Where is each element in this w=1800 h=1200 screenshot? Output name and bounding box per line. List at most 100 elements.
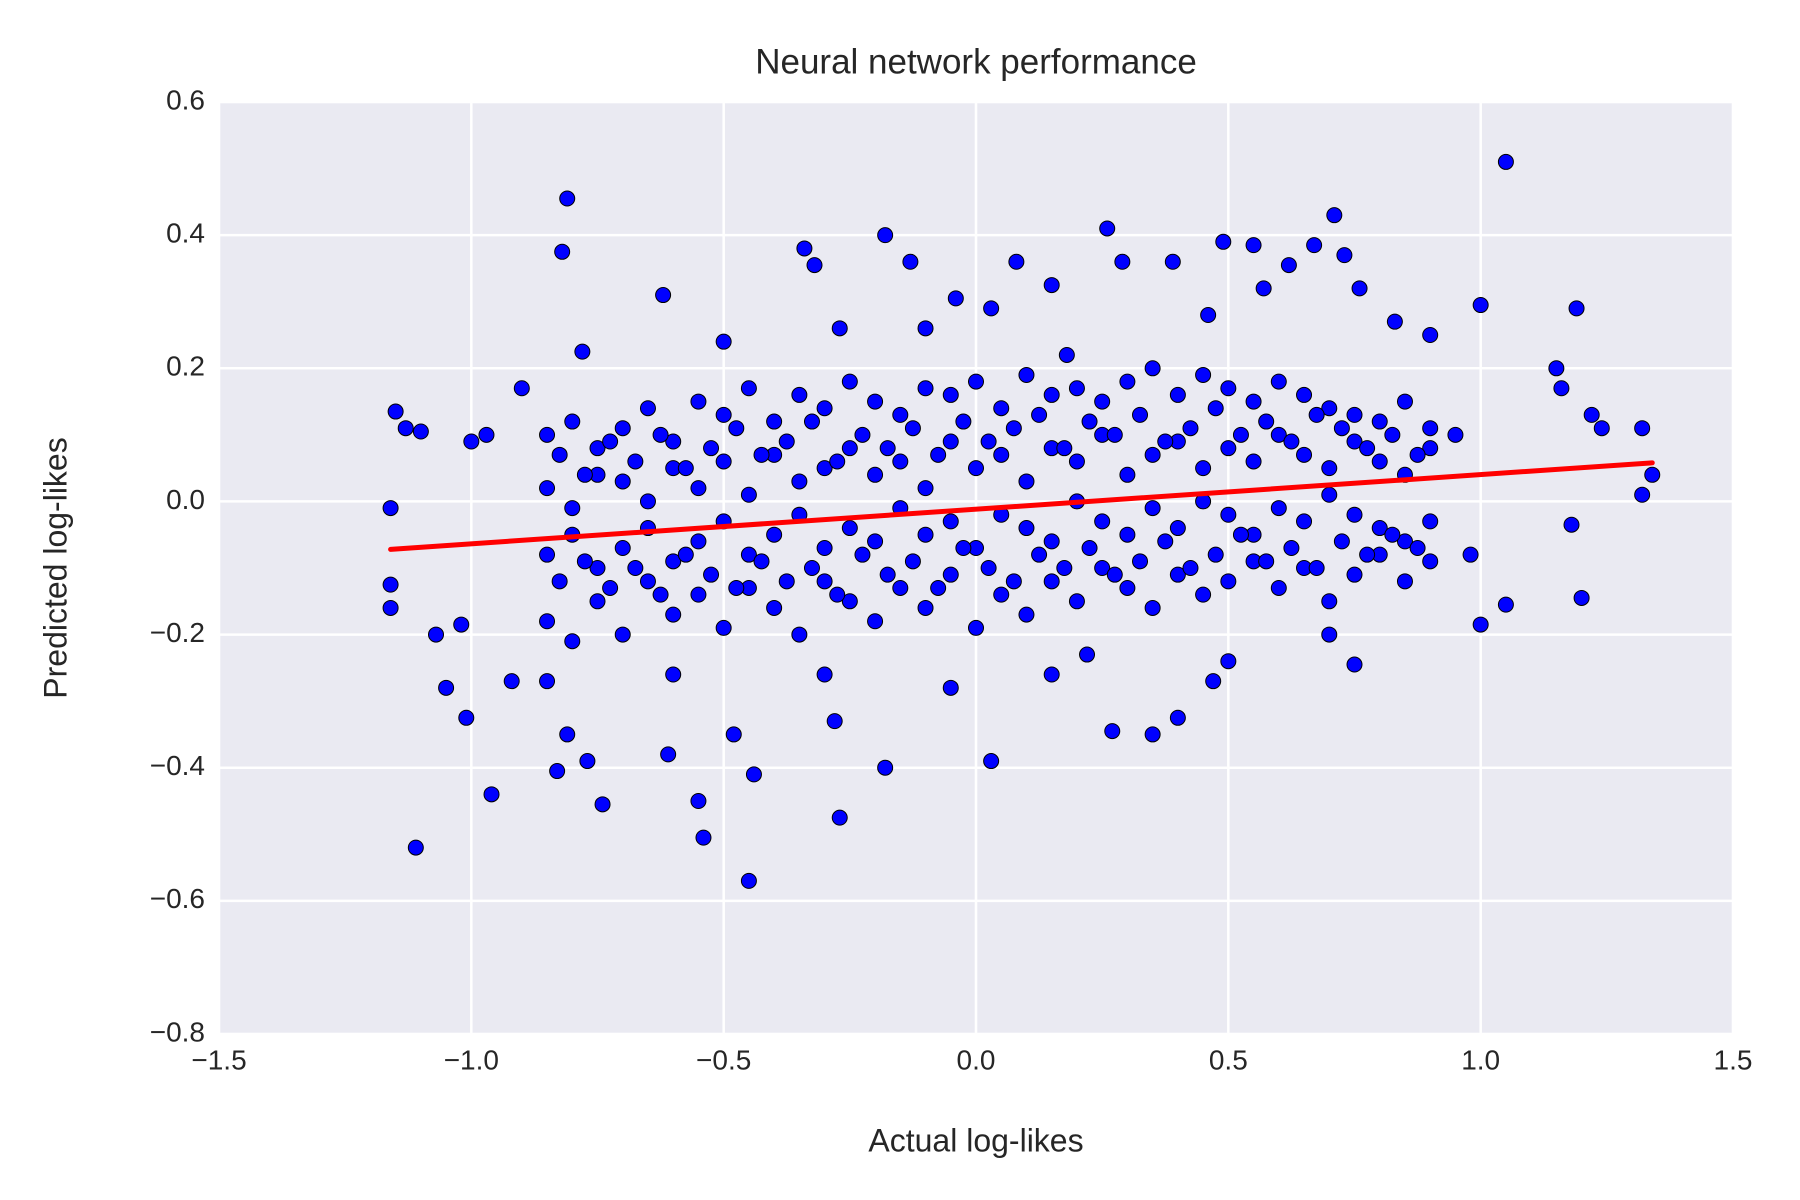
scatter-point bbox=[740, 486, 757, 503]
scatter-point bbox=[690, 533, 707, 550]
scatter-point bbox=[1169, 386, 1186, 403]
scatter-point bbox=[1270, 500, 1287, 517]
scatter-point bbox=[917, 480, 934, 497]
scatter-point bbox=[665, 606, 682, 623]
scatter-point bbox=[942, 566, 959, 583]
scatter-point bbox=[1018, 520, 1035, 537]
scatter-point bbox=[1346, 433, 1363, 450]
scatter-point bbox=[602, 579, 619, 596]
scatter-point bbox=[1031, 546, 1048, 563]
scatter-point bbox=[980, 560, 997, 576]
scatter-point bbox=[831, 809, 848, 826]
scatter-point bbox=[816, 666, 833, 683]
scatter-point bbox=[1270, 373, 1287, 390]
scatter-point bbox=[917, 599, 934, 616]
scatter-point bbox=[942, 386, 959, 403]
scatter-point bbox=[1245, 237, 1262, 254]
scatter-point bbox=[993, 446, 1010, 463]
scatter-point bbox=[1308, 560, 1325, 576]
y-tick-label: 0.6 bbox=[166, 84, 205, 115]
scatter-point bbox=[1144, 726, 1161, 743]
scatter-point bbox=[1195, 460, 1212, 477]
scatter-point bbox=[1195, 586, 1212, 603]
scatter-point bbox=[1220, 653, 1237, 670]
scatter-point bbox=[1644, 466, 1661, 483]
scatter-point bbox=[652, 426, 669, 443]
scatter-point bbox=[1422, 327, 1439, 343]
scatter-point bbox=[1326, 207, 1343, 224]
scatter-point bbox=[1079, 646, 1096, 663]
scatter-point bbox=[1119, 466, 1136, 483]
scatter-point bbox=[382, 576, 399, 593]
scatter-point bbox=[1563, 516, 1580, 533]
scatter-point bbox=[1371, 413, 1388, 430]
scatter-point bbox=[942, 433, 959, 450]
scatter-point bbox=[803, 413, 820, 430]
scatter-point bbox=[983, 753, 1000, 770]
scatter-point bbox=[917, 320, 934, 337]
scatter-point bbox=[867, 613, 884, 630]
x-tick-label: 1.0 bbox=[1461, 1044, 1500, 1075]
scatter-point bbox=[1005, 573, 1022, 590]
scatter-point bbox=[728, 420, 745, 437]
scatter-point bbox=[602, 433, 619, 450]
scatter-point bbox=[1119, 526, 1136, 543]
scatter-point bbox=[1144, 360, 1161, 377]
scatter-point bbox=[829, 586, 846, 603]
scatter-point bbox=[564, 413, 581, 430]
scatter-point bbox=[715, 453, 732, 470]
scatter-point bbox=[614, 420, 631, 437]
scatter-point bbox=[1447, 426, 1464, 443]
scatter-point bbox=[1132, 553, 1149, 570]
scatter-point bbox=[1169, 520, 1186, 537]
scatter-point bbox=[1164, 253, 1181, 270]
scatter-point bbox=[826, 713, 843, 730]
scatter-point bbox=[579, 753, 596, 770]
scatter-point bbox=[715, 406, 732, 423]
scatter-point bbox=[655, 287, 672, 304]
scatter-point bbox=[690, 480, 707, 497]
scatter-point bbox=[1634, 420, 1651, 437]
scatter-point bbox=[614, 473, 631, 490]
scatter-point bbox=[1056, 560, 1073, 576]
scatter-point bbox=[1132, 406, 1149, 423]
scatter-point bbox=[1157, 533, 1174, 550]
scatter-point bbox=[627, 453, 644, 470]
scatter-point bbox=[1422, 553, 1439, 570]
scatter-point bbox=[1283, 433, 1300, 450]
scatter-point bbox=[690, 586, 707, 603]
scatter-point bbox=[574, 343, 591, 360]
scatter-point bbox=[1270, 579, 1287, 596]
scatter-point bbox=[1232, 426, 1249, 443]
scatter-point bbox=[1169, 709, 1186, 726]
scatter-point bbox=[1169, 566, 1186, 583]
scatter-point bbox=[1308, 406, 1325, 423]
scatter-point bbox=[1018, 473, 1035, 490]
scatter-point bbox=[554, 243, 571, 260]
scatter-point bbox=[382, 599, 399, 616]
scatter-point bbox=[1386, 313, 1403, 330]
scatter-point bbox=[539, 673, 556, 690]
scatter-point bbox=[879, 566, 896, 583]
scatter-point bbox=[740, 546, 757, 563]
y-tick-label: 0.4 bbox=[166, 218, 205, 249]
scatter-point bbox=[1346, 566, 1363, 583]
scatter-point bbox=[1371, 453, 1388, 470]
scatter-point bbox=[1472, 616, 1489, 633]
scatter-point bbox=[1359, 546, 1376, 563]
scatter-point bbox=[877, 759, 894, 776]
scatter-point bbox=[725, 726, 742, 743]
y-tick-label: 0.2 bbox=[166, 351, 205, 382]
scatter-point bbox=[816, 400, 833, 417]
scatter-point bbox=[627, 560, 644, 576]
scatter-point bbox=[728, 579, 745, 596]
scatter-point bbox=[1106, 426, 1123, 443]
chart-title: Neural network performance bbox=[755, 42, 1197, 81]
scatter-point bbox=[917, 380, 934, 397]
scatter-point bbox=[1144, 599, 1161, 616]
y-axis-label: Predicted log-likes bbox=[37, 437, 73, 698]
scatter-point bbox=[892, 406, 909, 423]
scatter-point bbox=[993, 400, 1010, 417]
scatter-point bbox=[829, 453, 846, 470]
